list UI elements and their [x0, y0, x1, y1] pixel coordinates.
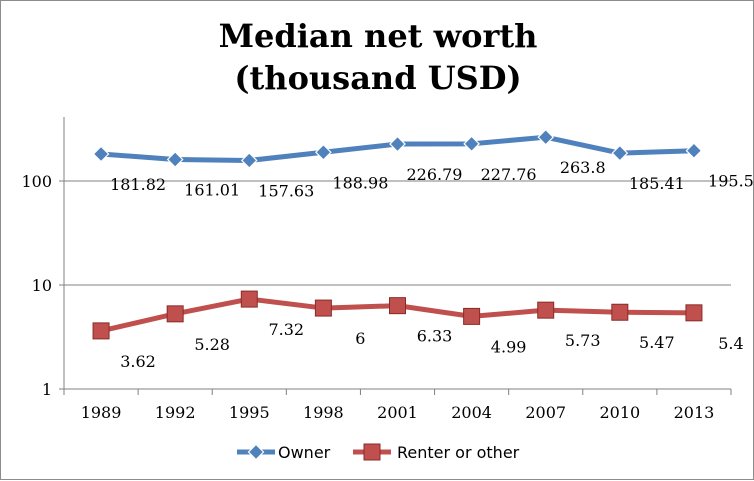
data-label-renter-or-other: 5.47 [639, 333, 675, 352]
x-tick-label: 1995 [229, 403, 270, 422]
data-point-renter-or-other [240, 290, 258, 308]
x-tick-label: 1998 [303, 403, 344, 422]
x-tick-label: 2001 [377, 403, 418, 422]
gridlines [64, 180, 731, 286]
data-point-owner [92, 145, 110, 163]
data-point-renter-or-other [389, 297, 406, 315]
series-owner: 181.82 161.01 157.63 188.98 226.79 227.76 263.… [92, 128, 754, 200]
x-axis-ticks: 1989 1992 1995 1998 2001 2004 2007 2010 2013 [63, 389, 732, 422]
data-label-renter-or-other: 3.62 [120, 352, 156, 371]
data-label-owner: 161.01 [184, 180, 240, 199]
data-label-renter-or-other: 7.32 [268, 320, 304, 339]
data-point-owner [240, 152, 258, 169]
data-point-renter-or-other [166, 305, 184, 323]
data-point-renter-or-other [685, 304, 703, 322]
y-tick-label: 1 [42, 380, 52, 399]
chart-title-line-1: Median net worth [219, 17, 538, 55]
data-label-renter-or-other: 6 [355, 329, 365, 348]
data-point-owner [685, 142, 703, 160]
data-label-owner: 226.79 [407, 165, 463, 184]
data-label-owner: 227.76 [481, 165, 537, 184]
y-axis-ticks: 1 10 100 [21, 172, 64, 399]
data-label-owner: 157.63 [258, 181, 314, 200]
data-point-owner [611, 144, 629, 162]
data-label-renter-or-other: 5.73 [565, 331, 601, 350]
data-label-owner: 195.5 [708, 172, 754, 191]
legend-label-owner: Owner [278, 443, 331, 462]
y-tick-label: 10 [32, 276, 52, 295]
legend-item-renter-or-other: Renter or other [353, 443, 520, 462]
legend: Owner Renter or other [237, 443, 520, 462]
data-label-renter-or-other: 6.33 [417, 327, 453, 346]
x-tick-label: 2007 [525, 403, 566, 422]
legend-label-renter-or-other: Renter or other [397, 443, 520, 462]
series-renter-or-other: 3.62 5.28 7.32 6 6.33 4.99 5.73 5.47 5.4 [92, 290, 744, 371]
data-label-owner: 181.82 [110, 175, 166, 194]
y-tick-label: 100 [21, 172, 52, 191]
legend-marker-owner [247, 443, 265, 461]
data-point-owner [537, 128, 555, 146]
data-point-renter-or-other [611, 303, 629, 321]
data-label-renter-or-other: 4.99 [491, 337, 527, 356]
data-label-renter-or-other: 5.4 [718, 334, 743, 353]
chart-title-line-2: (thousand USD) [234, 59, 521, 97]
data-point-renter-or-other [314, 299, 332, 317]
x-tick-label: 1989 [81, 403, 122, 422]
x-tick-label: 2013 [674, 403, 715, 422]
x-tick-label: 1992 [155, 403, 196, 422]
data-label-owner: 188.98 [332, 173, 388, 192]
x-tick-label: 2004 [451, 403, 492, 422]
data-point-owner [389, 135, 406, 153]
data-label-renter-or-other: 5.28 [194, 335, 230, 354]
data-point-renter-or-other [92, 322, 110, 340]
data-point-renter-or-other [537, 301, 555, 319]
x-tick-label: 2010 [599, 403, 640, 422]
data-label-owner: 185.41 [629, 174, 685, 193]
data-point-owner [315, 143, 332, 161]
data-point-owner [463, 135, 480, 153]
axes [63, 117, 731, 390]
data-label-owner: 263.8 [560, 158, 606, 177]
series-group: 181.82 161.01 157.63 188.98 226.79 227.76 263.… [92, 128, 754, 371]
data-point-owner [166, 151, 184, 168]
data-point-renter-or-other [463, 307, 481, 325]
legend-item-owner: Owner [237, 443, 331, 462]
legend-marker-renter-or-other [363, 443, 381, 461]
